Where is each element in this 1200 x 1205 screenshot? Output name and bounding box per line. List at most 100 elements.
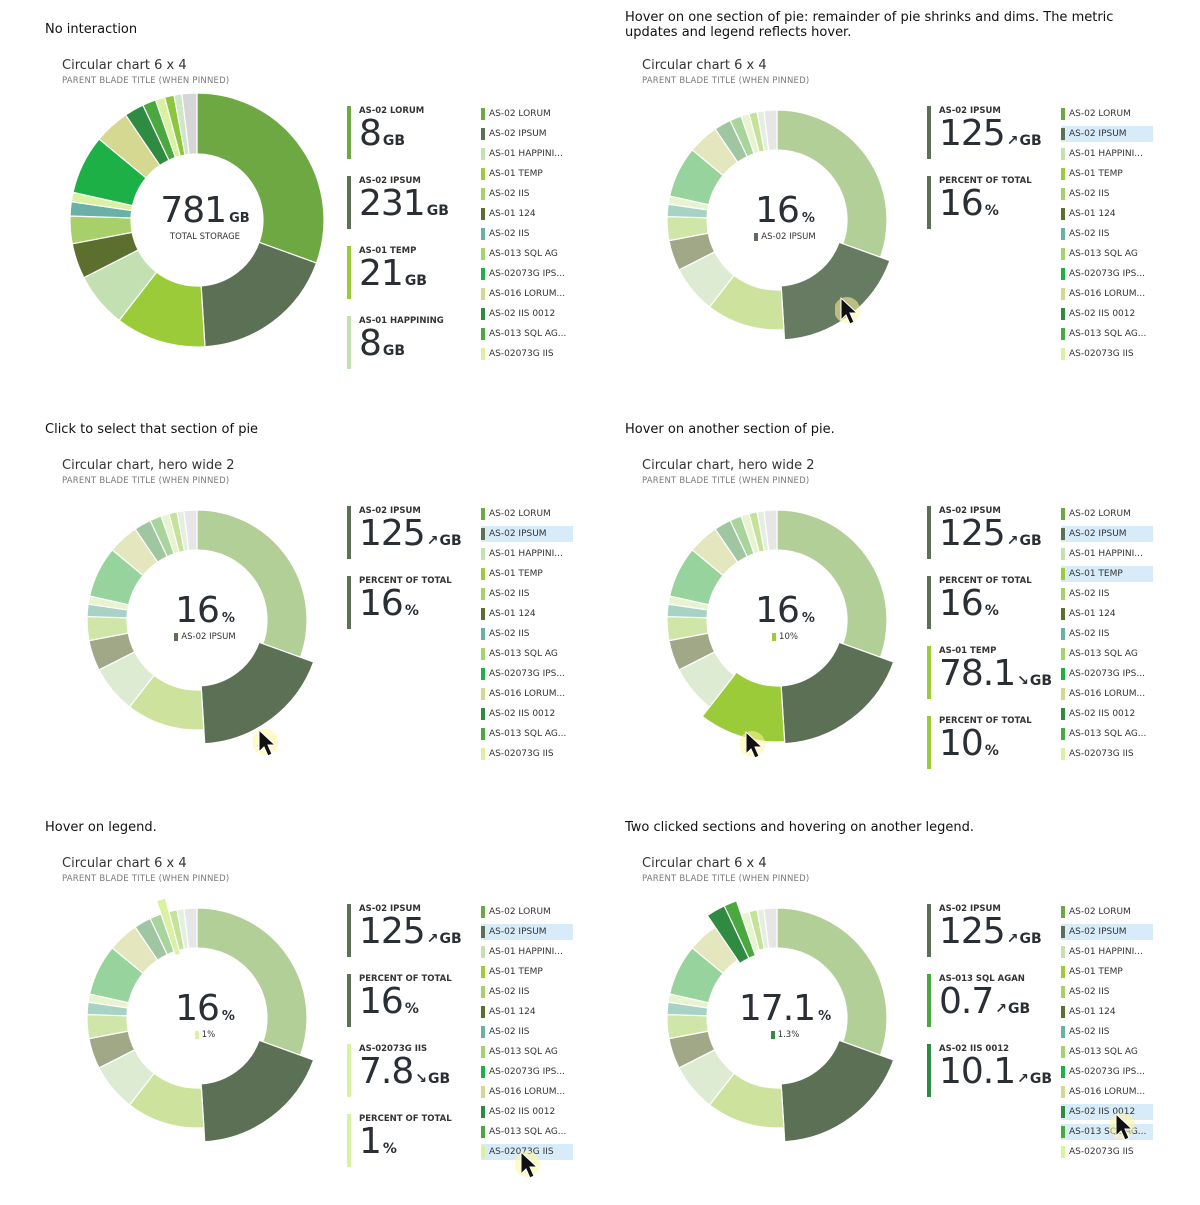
legend-item[interactable]: AS-02 IIS 0012 bbox=[481, 706, 573, 722]
legend-item[interactable]: AS-02073G IIS bbox=[481, 346, 573, 362]
legend-item[interactable]: AS-02 IIS bbox=[1061, 186, 1153, 202]
legend-item[interactable]: AS-01 124 bbox=[1061, 606, 1153, 622]
legend-item[interactable]: AS-013 SQL AG bbox=[1061, 246, 1153, 262]
donut-slice[interactable] bbox=[776, 509, 888, 659]
legend-item[interactable]: AS-01 HAPPINI... bbox=[1061, 146, 1153, 162]
donut-chart[interactable] bbox=[647, 888, 907, 1148]
legend-item[interactable]: AS-02 LORUM bbox=[481, 904, 573, 920]
legend-item[interactable]: AS-013 SQL AG... bbox=[1061, 726, 1153, 742]
legend-item[interactable]: AS-01 TEMP bbox=[481, 166, 573, 182]
legend-item[interactable]: AS-013 SQL AG bbox=[1061, 646, 1153, 662]
legend-item[interactable]: AS-02 IPSUM bbox=[1061, 126, 1153, 142]
donut-slice[interactable] bbox=[780, 641, 895, 745]
legend-item[interactable]: AS-02 LORUM bbox=[481, 506, 573, 522]
legend-item[interactable]: AS-016 LORUM... bbox=[1061, 1084, 1153, 1100]
legend-item[interactable]: AS-02 IIS bbox=[481, 586, 573, 602]
legend-item[interactable]: AS-01 TEMP bbox=[1061, 566, 1153, 582]
legend-item[interactable]: AS-02 IIS 0012 bbox=[481, 1104, 573, 1120]
legend-item[interactable]: AS-013 SQL AG bbox=[481, 646, 573, 662]
legend-item[interactable]: AS-02073G IIS bbox=[481, 746, 573, 762]
legend-item[interactable]: AS-01 HAPPINI... bbox=[481, 146, 573, 162]
legend-item[interactable]: AS-013 SQL AG... bbox=[481, 726, 573, 742]
donut-slice[interactable] bbox=[183, 907, 198, 950]
legend-item[interactable]: AS-01 HAPPINI... bbox=[1061, 546, 1153, 562]
legend-item[interactable]: AS-02 IPSUM bbox=[481, 924, 573, 940]
legend-item[interactable]: AS-02 LORUM bbox=[481, 106, 573, 122]
legend-item[interactable]: AS-02 IIS bbox=[1061, 586, 1153, 602]
donut-chart[interactable] bbox=[647, 90, 907, 350]
legend-item[interactable]: AS-016 LORUM... bbox=[481, 1084, 573, 1100]
legend-item[interactable]: AS-02 IIS bbox=[481, 226, 573, 242]
legend-item[interactable]: AS-013 SQL AG... bbox=[481, 1124, 573, 1140]
legend-item[interactable]: AS-02 IIS bbox=[1061, 226, 1153, 242]
legend-item[interactable]: AS-013 SQL AG... bbox=[1061, 326, 1153, 342]
legend-item[interactable]: AS-016 LORUM... bbox=[481, 286, 573, 302]
donut-slice[interactable] bbox=[200, 641, 315, 745]
legend-item[interactable]: AS-02 IPSUM bbox=[1061, 924, 1153, 940]
donut-slice[interactable] bbox=[776, 907, 888, 1057]
donut-slice[interactable] bbox=[196, 907, 308, 1057]
legend-item[interactable]: AS-02073G IIS bbox=[1061, 1144, 1153, 1160]
donut-slice[interactable] bbox=[763, 907, 778, 950]
legend-item[interactable]: AS-02 IIS 0012 bbox=[1061, 706, 1153, 722]
legend-item[interactable]: AS-02073G IPS... bbox=[1061, 666, 1153, 682]
legend-item[interactable]: AS-02073G IPS... bbox=[481, 266, 573, 282]
legend-item[interactable]: AS-02 IPSUM bbox=[1061, 526, 1153, 542]
donut-slice[interactable] bbox=[155, 897, 181, 957]
legend-item[interactable]: AS-013 SQL AG bbox=[481, 1044, 573, 1060]
legend-item[interactable]: AS-02 LORUM bbox=[1061, 904, 1153, 920]
legend-item[interactable]: AS-02 IIS 0012 bbox=[1061, 1104, 1153, 1120]
donut-chart[interactable] bbox=[67, 490, 327, 750]
legend-item[interactable]: AS-016 LORUM... bbox=[481, 686, 573, 702]
legend-item[interactable]: AS-01 HAPPINI... bbox=[1061, 944, 1153, 960]
legend-item[interactable]: AS-02 IIS 0012 bbox=[481, 306, 573, 322]
legend-item[interactable]: AS-016 LORUM... bbox=[1061, 286, 1153, 302]
donut-slice[interactable] bbox=[763, 509, 778, 552]
legend-item[interactable]: AS-02073G IIS bbox=[1061, 746, 1153, 762]
legend-item[interactable]: AS-01 TEMP bbox=[481, 964, 573, 980]
legend-item[interactable]: AS-01 124 bbox=[481, 1004, 573, 1020]
donut-slice[interactable] bbox=[196, 509, 308, 659]
donut-slice[interactable] bbox=[780, 241, 891, 341]
legend-item[interactable]: AS-02073G IPS... bbox=[481, 666, 573, 682]
legend-item[interactable]: AS-02 IPSUM bbox=[481, 526, 573, 542]
donut-slice[interactable] bbox=[196, 92, 325, 264]
legend-item[interactable]: AS-02 IIS bbox=[481, 186, 573, 202]
legend-item[interactable]: AS-02073G IPS... bbox=[481, 1064, 573, 1080]
legend-item[interactable]: AS-013 SQL AG bbox=[481, 246, 573, 262]
donut-chart[interactable] bbox=[647, 490, 907, 750]
legend-item[interactable]: AS-013 SQL AG bbox=[1061, 1044, 1153, 1060]
donut-slice[interactable] bbox=[780, 1039, 895, 1143]
donut-slice[interactable] bbox=[181, 92, 198, 156]
donut-slice[interactable] bbox=[183, 509, 198, 552]
donut-slice[interactable] bbox=[200, 241, 318, 348]
legend-item[interactable]: AS-01 124 bbox=[481, 206, 573, 222]
donut-chart[interactable] bbox=[67, 90, 327, 350]
legend-item[interactable]: AS-01 TEMP bbox=[1061, 166, 1153, 182]
donut-chart[interactable] bbox=[67, 888, 327, 1148]
legend-item[interactable]: AS-016 LORUM... bbox=[1061, 686, 1153, 702]
legend-item[interactable]: AS-02 IIS bbox=[1061, 1024, 1153, 1040]
legend-item[interactable]: AS-013 SQL AG... bbox=[1061, 1124, 1153, 1140]
legend-item[interactable]: AS-02073G IPS... bbox=[1061, 1064, 1153, 1080]
legend-item[interactable]: AS-02 LORUM bbox=[1061, 106, 1153, 122]
legend-item[interactable]: AS-02 IIS bbox=[481, 984, 573, 1000]
legend-item[interactable]: AS-013 SQL AG... bbox=[481, 326, 573, 342]
donut-slice[interactable] bbox=[763, 109, 778, 152]
donut-slice[interactable] bbox=[723, 900, 757, 960]
legend-item[interactable]: AS-01 124 bbox=[1061, 206, 1153, 222]
legend-item[interactable]: AS-02 IIS 0012 bbox=[1061, 306, 1153, 322]
donut-slice[interactable] bbox=[200, 1039, 315, 1143]
legend-item[interactable]: AS-01 124 bbox=[481, 606, 573, 622]
donut-slice[interactable] bbox=[776, 109, 888, 259]
legend-item[interactable]: AS-02 LORUM bbox=[1061, 506, 1153, 522]
legend-item[interactable]: AS-02 IIS bbox=[481, 626, 573, 642]
legend-item[interactable]: AS-01 HAPPINI... bbox=[481, 546, 573, 562]
legend-item[interactable]: AS-02073G IPS... bbox=[1061, 266, 1153, 282]
legend-item[interactable]: AS-01 124 bbox=[1061, 1004, 1153, 1020]
legend-item[interactable]: AS-02 IIS bbox=[481, 1024, 573, 1040]
legend-item[interactable]: AS-02073G IIS bbox=[1061, 346, 1153, 362]
legend-item[interactable]: AS-01 TEMP bbox=[481, 566, 573, 582]
legend-item[interactable]: AS-02 IIS bbox=[1061, 626, 1153, 642]
legend-item[interactable]: AS-02 IPSUM bbox=[481, 126, 573, 142]
